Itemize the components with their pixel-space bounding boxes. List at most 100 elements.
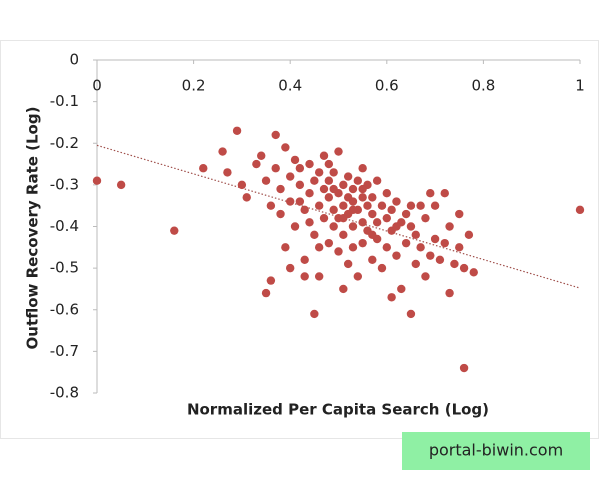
- data-point: [411, 259, 420, 269]
- y-tick-label: -0.1: [50, 92, 79, 110]
- data-point: [266, 276, 276, 285]
- data-point: [314, 272, 324, 281]
- y-tick-label: -0.2: [50, 134, 79, 152]
- data-point: [310, 309, 319, 319]
- data-point: [286, 172, 295, 181]
- data-point: [353, 272, 363, 281]
- data-point: [218, 147, 227, 156]
- data-point: [382, 213, 391, 223]
- y-tick-label: -0.4: [50, 217, 79, 235]
- data-point: [416, 201, 425, 210]
- data-point: [295, 164, 305, 173]
- x-tick-label: 0.8: [471, 77, 495, 95]
- y-tick-label: -0.8: [50, 384, 79, 402]
- data-point: [372, 176, 382, 185]
- data-point: [382, 189, 391, 198]
- data-point: [295, 197, 305, 206]
- data-point: [339, 201, 348, 210]
- data-point: [358, 238, 367, 248]
- data-point: [426, 251, 435, 260]
- data-point: [281, 143, 290, 152]
- data-point: [300, 205, 309, 215]
- data-point: [348, 222, 358, 231]
- data-point: [271, 164, 280, 173]
- data-point: [358, 164, 367, 173]
- data-point: [92, 176, 102, 185]
- data-point: [401, 209, 411, 219]
- data-point: [435, 255, 445, 264]
- data-point: [387, 205, 396, 215]
- data-point: [440, 238, 449, 248]
- data-point: [464, 230, 474, 240]
- data-point: [450, 259, 459, 269]
- data-point: [319, 213, 329, 223]
- data-point: [324, 238, 334, 248]
- data-point: [358, 184, 367, 194]
- data-point: [339, 230, 348, 240]
- data-point: [368, 209, 377, 219]
- data-point: [334, 147, 343, 156]
- data-point: [276, 209, 285, 219]
- data-point: [295, 180, 305, 190]
- data-point: [353, 176, 363, 185]
- data-point: [411, 230, 420, 240]
- data-point: [406, 222, 416, 231]
- data-point: [445, 288, 454, 298]
- y-tick-label: -0.3: [50, 175, 79, 193]
- data-point: [257, 151, 266, 160]
- data-point: [392, 251, 401, 260]
- data-point: [242, 193, 251, 202]
- data-point: [392, 222, 401, 231]
- x-tick-label: 0.4: [278, 77, 302, 95]
- data-point: [300, 272, 309, 281]
- data-point: [377, 263, 387, 273]
- data-point: [382, 243, 391, 252]
- data-point: [440, 189, 449, 198]
- x-axis-title: Normalized Per Capita Search (Log): [187, 401, 489, 419]
- chart-frame: [0, 40, 599, 439]
- data-point: [421, 213, 430, 223]
- data-point: [324, 193, 334, 202]
- data-point: [170, 226, 179, 235]
- data-point: [305, 189, 314, 198]
- data-point: [343, 259, 353, 269]
- data-point: [343, 172, 353, 181]
- x-tick-label: 0.6: [375, 77, 399, 95]
- data-point: [401, 238, 411, 248]
- data-point: [237, 180, 247, 190]
- data-point: [348, 243, 358, 252]
- data-point: [334, 247, 343, 256]
- y-tick-label: -0.6: [50, 300, 79, 318]
- data-point: [329, 222, 338, 231]
- watermark: portal-biwin.com: [429, 441, 563, 460]
- data-point: [310, 176, 319, 185]
- data-point: [358, 218, 367, 227]
- data-point: [314, 243, 324, 252]
- data-point: [314, 168, 324, 177]
- data-point: [430, 201, 440, 210]
- data-point: [363, 201, 372, 210]
- data-point: [392, 197, 401, 206]
- data-point: [305, 218, 314, 227]
- data-point: [455, 209, 464, 219]
- data-point: [232, 126, 242, 135]
- data-point: [575, 205, 585, 215]
- data-point: [281, 243, 290, 252]
- data-point: [397, 284, 406, 294]
- data-point: [348, 184, 358, 194]
- data-point: [329, 205, 338, 215]
- data-point: [310, 230, 319, 240]
- watermark-box: [402, 432, 590, 470]
- data-point: [469, 268, 478, 277]
- data-point: [252, 159, 261, 169]
- data-point: [358, 193, 367, 202]
- x-tick-label: 0: [92, 77, 102, 95]
- data-point: [416, 243, 425, 252]
- data-point: [368, 255, 377, 264]
- data-point: [271, 130, 280, 140]
- data-point: [286, 263, 295, 273]
- data-point: [276, 184, 285, 194]
- data-point: [387, 293, 396, 302]
- data-point: [266, 201, 276, 210]
